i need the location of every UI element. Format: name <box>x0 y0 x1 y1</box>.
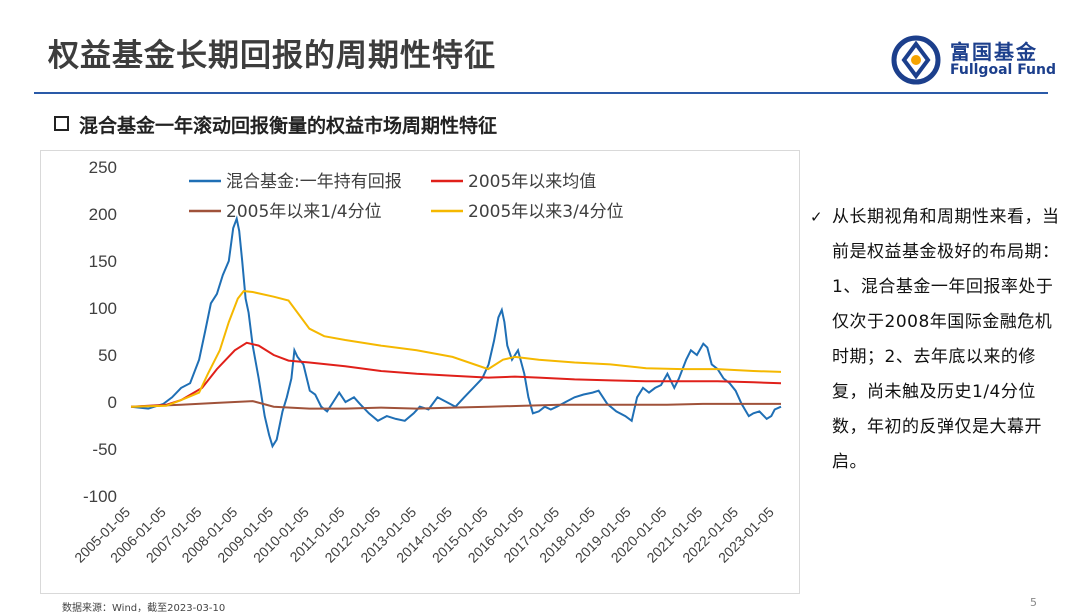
page-title: 权益基金长期回报的周期性特征 <box>48 38 496 74</box>
y-tick-label: 150 <box>89 252 117 271</box>
square-bullet-icon <box>54 116 69 131</box>
legend-label: 2005年以来均值 <box>468 172 596 192</box>
logo-emblem-icon <box>891 35 941 85</box>
y-tick-label: 50 <box>98 346 117 365</box>
subtitle-text: 混合基金一年滚动回报衡量的权益市场周期性特征 <box>79 115 498 137</box>
legend-label: 2005年以来1/4分位 <box>226 202 382 222</box>
y-tick-label: 200 <box>89 205 117 224</box>
chart-container: 250 200 150 100 50 0 -50 -100 2005-01-05 2006-01-… <box>40 150 800 594</box>
series-line <box>130 290 782 408</box>
commentary-text: 从长期视角和周期性来看，当前是权益基金极好的布局期：1、混合基金一年回报率处于仅… <box>832 207 1060 472</box>
section-subtitle: 混合基金一年滚动回报衡量的权益市场周期性特征 <box>54 111 497 138</box>
commentary: ✓ 从长期视角和周期性来看，当前是权益基金极好的布局期：1、混合基金一年回报率处… <box>810 200 1068 480</box>
legend-label: 2005年以来3/4分位 <box>468 202 624 222</box>
y-tick-label: 0 <box>108 393 117 412</box>
legend-label: 混合基金:一年持有回报 <box>226 172 402 192</box>
logo-text-cn: 富国基金 <box>950 40 1038 64</box>
data-source-note: 数据来源：Wind，截至2023-03-10 <box>62 603 226 614</box>
company-logo: 富国基金 Fullgoal Fund <box>890 34 1060 86</box>
page-number: 5 <box>1030 596 1037 609</box>
series-line <box>130 215 782 449</box>
line-chart: 250200150100500-50-1002005-01-052006-01-… <box>71 158 782 566</box>
y-tick-label: -50 <box>92 440 117 459</box>
y-tick-label: 100 <box>89 299 117 318</box>
header-divider <box>34 92 1048 94</box>
y-tick-label: 250 <box>89 158 117 177</box>
y-tick-label: -100 <box>83 487 117 506</box>
series-line <box>130 400 781 410</box>
logo-text-en: Fullgoal Fund <box>950 62 1057 78</box>
checkmark-icon: ✓ <box>810 208 823 226</box>
series-line <box>130 341 782 408</box>
